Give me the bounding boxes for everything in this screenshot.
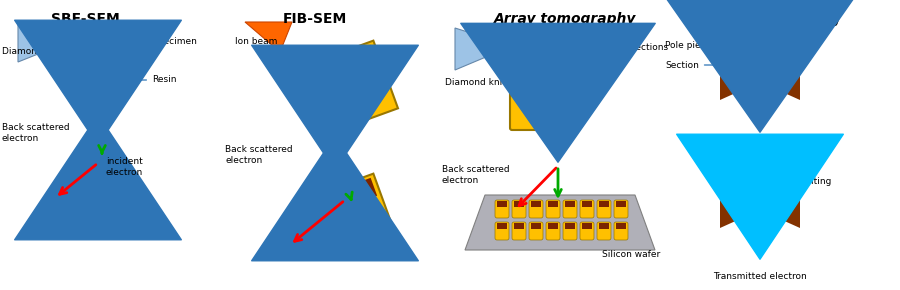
- Text: Resin: Resin: [122, 75, 176, 84]
- Bar: [522, 30, 574, 36]
- Bar: [522, 38, 574, 44]
- Bar: [582, 223, 592, 229]
- Text: Diamond knife: Diamond knife: [445, 78, 511, 87]
- Text: Back scattered
electron: Back scattered electron: [2, 123, 69, 143]
- Text: incident
electron: incident electron: [106, 157, 143, 177]
- Bar: [548, 201, 558, 207]
- Bar: [497, 223, 507, 229]
- FancyBboxPatch shape: [614, 222, 628, 240]
- Bar: [514, 201, 524, 207]
- Bar: [522, 62, 574, 68]
- Polygon shape: [760, 27, 800, 63]
- Bar: [599, 223, 609, 229]
- Polygon shape: [337, 178, 377, 208]
- Polygon shape: [720, 139, 760, 175]
- Bar: [599, 201, 609, 207]
- Polygon shape: [720, 192, 760, 228]
- FancyBboxPatch shape: [546, 200, 560, 218]
- FancyBboxPatch shape: [510, 70, 554, 130]
- Text: Back scattered
electron: Back scattered electron: [442, 165, 509, 185]
- Bar: [81, 33, 115, 53]
- Polygon shape: [18, 22, 78, 62]
- FancyBboxPatch shape: [495, 200, 509, 218]
- Text: Silicon wafer: Silicon wafer: [602, 250, 661, 259]
- Polygon shape: [332, 174, 398, 256]
- FancyBboxPatch shape: [563, 200, 577, 218]
- Bar: [616, 201, 626, 207]
- FancyBboxPatch shape: [529, 200, 543, 218]
- Polygon shape: [760, 64, 800, 100]
- Polygon shape: [455, 28, 512, 70]
- FancyBboxPatch shape: [597, 222, 611, 240]
- FancyBboxPatch shape: [76, 30, 120, 102]
- Text: FIB-SEM: FIB-SEM: [283, 12, 347, 26]
- Polygon shape: [760, 192, 800, 228]
- FancyBboxPatch shape: [512, 200, 526, 218]
- Text: Serial sections: Serial sections: [578, 44, 668, 52]
- Bar: [522, 54, 574, 60]
- Text: Transmitted electron: Transmitted electron: [713, 272, 807, 281]
- Text: Array tomography: Array tomography: [494, 12, 636, 26]
- Text: Back scattered
electron: Back scattered electron: [225, 145, 292, 165]
- Polygon shape: [720, 64, 760, 100]
- Polygon shape: [465, 195, 655, 250]
- Bar: [531, 223, 541, 229]
- FancyBboxPatch shape: [76, 155, 120, 227]
- FancyBboxPatch shape: [580, 222, 594, 240]
- Text: Ion beam: Ion beam: [235, 37, 277, 46]
- FancyBboxPatch shape: [597, 200, 611, 218]
- Bar: [514, 223, 524, 229]
- Text: TEM tomography: TEM tomography: [708, 12, 842, 26]
- Bar: [548, 223, 558, 229]
- Bar: [565, 223, 575, 229]
- Bar: [522, 46, 574, 52]
- Text: Serial tilting: Serial tilting: [776, 177, 832, 186]
- Bar: [515, 73, 549, 91]
- Text: SBF-SEM: SBF-SEM: [50, 12, 120, 26]
- Text: Section: Section: [665, 61, 758, 70]
- Bar: [582, 201, 592, 207]
- Polygon shape: [332, 41, 398, 123]
- FancyBboxPatch shape: [580, 200, 594, 218]
- Bar: [616, 223, 626, 229]
- Text: Specimen: Specimen: [122, 37, 197, 46]
- FancyBboxPatch shape: [512, 222, 526, 240]
- FancyBboxPatch shape: [614, 200, 628, 218]
- Polygon shape: [245, 22, 292, 52]
- Polygon shape: [760, 139, 800, 175]
- FancyBboxPatch shape: [546, 222, 560, 240]
- Polygon shape: [337, 45, 377, 75]
- Bar: [81, 158, 115, 176]
- FancyBboxPatch shape: [495, 222, 509, 240]
- Text: Pole piece: Pole piece: [665, 41, 718, 50]
- FancyBboxPatch shape: [563, 222, 577, 240]
- Bar: [497, 201, 507, 207]
- Polygon shape: [720, 27, 760, 63]
- FancyBboxPatch shape: [529, 222, 543, 240]
- Text: Diamond knife: Diamond knife: [2, 48, 68, 57]
- Bar: [531, 201, 541, 207]
- Bar: [565, 201, 575, 207]
